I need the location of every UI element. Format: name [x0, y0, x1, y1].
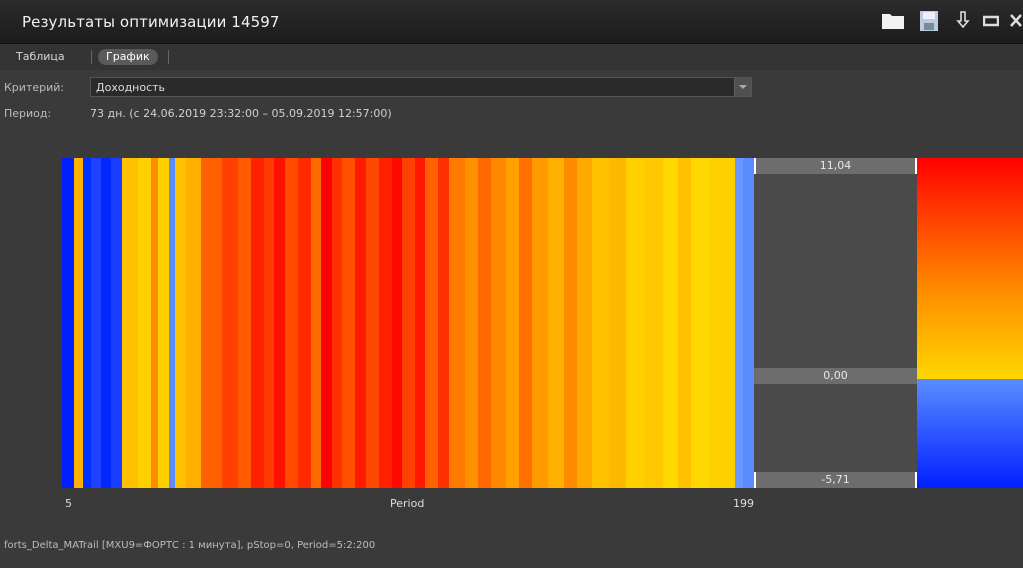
heatmap-column: [263, 158, 275, 488]
heatmap-column: [310, 158, 322, 488]
heatmap-column: [709, 158, 736, 488]
tab-divider: [168, 50, 169, 64]
chevron-down-icon[interactable]: [734, 78, 751, 96]
scale-panel: 11,04 0,00 -5,71: [754, 158, 917, 488]
window-title: Результаты оптимизации 14597: [22, 13, 280, 31]
heatmap-column: [284, 158, 298, 488]
heatmap-column: [592, 158, 611, 488]
heatmap-column: [185, 158, 202, 488]
heatmap-column: [365, 158, 379, 488]
heatmap-column: [610, 158, 627, 488]
heatmap-column: [576, 158, 593, 488]
heatmap-column: [321, 158, 332, 488]
tab-divider: [91, 50, 92, 64]
heatmap-column: [331, 158, 343, 488]
period-label: Период:: [4, 107, 52, 120]
heatmap-column: [158, 158, 169, 488]
heatmap-column: [391, 158, 402, 488]
heatmap-column: [678, 158, 692, 488]
heatmap-column: [297, 158, 311, 488]
heatmap-column: [563, 158, 577, 488]
heatmap-column: [425, 158, 439, 488]
heatmap-column: [168, 158, 176, 488]
scale-max-label: 11,04: [754, 158, 917, 174]
heatmap-column: [644, 158, 663, 488]
heatmap-column: [438, 158, 449, 488]
scale-min-label: -5,71: [754, 472, 917, 488]
scale-tick: [915, 158, 917, 174]
heatmap-column: [490, 158, 507, 488]
heatmap-column: [250, 158, 264, 488]
heatmap-column: [743, 158, 754, 488]
save-icon[interactable]: [919, 10, 939, 32]
heatmap-column: [101, 158, 112, 488]
tab-chart[interactable]: График: [98, 49, 158, 65]
download-icon[interactable]: [955, 10, 971, 30]
heatmap: [62, 158, 754, 488]
heatmap-column: [547, 158, 564, 488]
heatmap-column: [506, 158, 520, 488]
heatmap-column: [274, 158, 285, 488]
strategy-footer: forts_Delta_MATrail [MXU9=ФОРТС : 1 мину…: [4, 540, 376, 551]
x-tick-min: 5: [65, 497, 72, 510]
window-titlebar: Результаты оптимизации 14597: [0, 0, 1023, 44]
heatmap-column: [201, 158, 223, 488]
heatmap-column: [477, 158, 491, 488]
close-icon[interactable]: [1009, 10, 1023, 30]
scale-mid-label: 0,00: [754, 368, 917, 384]
heatmap-column: [222, 158, 238, 488]
heatmap-column: [662, 158, 679, 488]
heatmap-column: [355, 158, 366, 488]
heatmap-column: [342, 158, 356, 488]
heatmap-column: [735, 158, 744, 488]
heatmap-column: [82, 158, 91, 488]
heatmap-column: [402, 158, 416, 488]
heatmap-column: [90, 158, 102, 488]
scale-tick: [915, 472, 917, 488]
heatmap-column: [111, 158, 122, 488]
tab-table[interactable]: Таблица: [16, 50, 65, 63]
heatmap-column: [137, 158, 151, 488]
heatmap-column: [73, 158, 83, 488]
x-tick-max: 199: [733, 497, 754, 510]
color-scale-gradient: [917, 158, 1023, 488]
criterion-value: Доходность: [96, 81, 166, 94]
x-axis-label: Period: [390, 497, 425, 510]
minimize-icon[interactable]: [983, 10, 999, 30]
heatmap-column: [519, 158, 533, 488]
heatmap-column: [121, 158, 138, 488]
period-value: 73 дн. (с 24.06.2019 23:32:00 – 05.09.20…: [90, 107, 392, 120]
heatmap-column: [691, 158, 710, 488]
criterion-select[interactable]: Доходность: [90, 77, 752, 97]
scale-tick: [754, 158, 756, 174]
folder-icon[interactable]: [881, 10, 905, 30]
view-tabs: Таблица График: [0, 44, 1023, 70]
heatmap-column: [448, 158, 465, 488]
scale-tick: [754, 472, 756, 488]
heatmap-column: [378, 158, 392, 488]
heatmap-column: [464, 158, 478, 488]
heatmap-column: [62, 158, 74, 488]
heatmap-column: [626, 158, 645, 488]
heatmap-column: [175, 158, 186, 488]
heatmap-column: [415, 158, 426, 488]
heatmap-column: [150, 158, 159, 488]
criterion-label: Критерий:: [4, 81, 65, 94]
heatmap-column: [532, 158, 548, 488]
heatmap-column: [237, 158, 251, 488]
